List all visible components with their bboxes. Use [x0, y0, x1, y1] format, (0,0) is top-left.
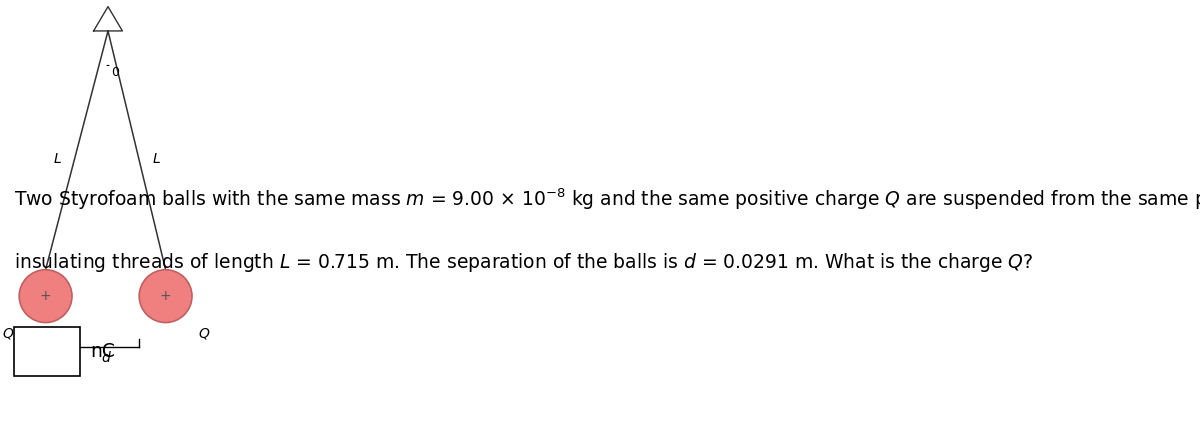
Text: d: d [101, 351, 110, 365]
Text: insulating threads of length $\it{L}$ = 0.715 m. The separation of the balls is : insulating threads of length $\it{L}$ = … [14, 251, 1034, 274]
Text: +: + [40, 289, 52, 303]
Text: L: L [152, 152, 160, 166]
Text: 0: 0 [112, 66, 120, 80]
Text: +: + [160, 289, 172, 303]
Bar [14, 327, 80, 376]
Ellipse shape [139, 270, 192, 323]
Text: L: L [54, 152, 61, 166]
Ellipse shape [19, 270, 72, 323]
Text: Q: Q [198, 327, 209, 341]
Text: Q: Q [2, 327, 13, 341]
Text: Two Styrofoam balls with the same mass $\it{m}$ = 9.00 × 10$^{-8}$ kg and the sa: Two Styrofoam balls with the same mass $… [14, 187, 1200, 212]
Text: nC: nC [90, 342, 115, 361]
